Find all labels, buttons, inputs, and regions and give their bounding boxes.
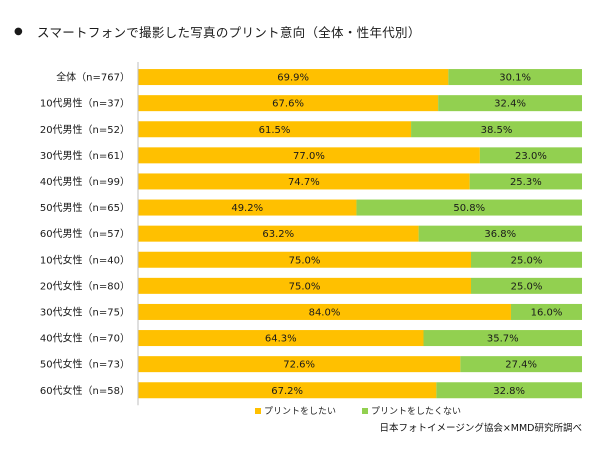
category-label: 40代女性（n=70） bbox=[40, 332, 130, 345]
bar-want bbox=[138, 173, 470, 190]
data-label-want: 72.6% bbox=[283, 360, 315, 371]
data-label-want: 75.0% bbox=[289, 255, 321, 266]
bar-not-want bbox=[423, 330, 582, 347]
data-label-not-want: 50.8% bbox=[453, 203, 485, 214]
bar-want bbox=[138, 356, 461, 373]
bar-not-want bbox=[436, 382, 582, 399]
data-label-want: 67.2% bbox=[271, 386, 303, 397]
bar-not-want bbox=[469, 173, 582, 190]
data-label-not-want: 32.8% bbox=[493, 386, 525, 397]
category-label: 50代女性（n=73） bbox=[40, 358, 130, 371]
chart-title-row: ● スマートフォンで撮影した写真のプリント意向（全体・性年代別） bbox=[14, 22, 421, 41]
bar-want bbox=[138, 382, 437, 399]
category-label: 20代男性（n=52） bbox=[40, 123, 130, 136]
category-label: 10代男性（n=37） bbox=[40, 97, 130, 110]
legend-label-want: プリントをしたい bbox=[264, 407, 337, 417]
category-label: 30代女性（n=75） bbox=[40, 305, 130, 318]
bar-not-want bbox=[510, 303, 582, 320]
legend-swatch-not-want bbox=[362, 407, 369, 414]
category-label: 全体（n=767） bbox=[56, 71, 130, 84]
data-label-not-want: 30.1% bbox=[499, 73, 531, 84]
bar-want bbox=[138, 147, 480, 164]
source-note: 日本フォトイメージング協会×MMD研究所調べ bbox=[379, 423, 582, 434]
bar-not-want bbox=[471, 277, 582, 294]
data-label-want: 77.0% bbox=[293, 151, 325, 162]
bar-want bbox=[138, 95, 439, 112]
bar-want bbox=[138, 251, 471, 268]
data-label-want: 75.0% bbox=[289, 281, 321, 292]
data-label-want: 61.5% bbox=[259, 125, 291, 136]
category-label: 10代女性（n=40） bbox=[40, 253, 130, 266]
bar-not-want bbox=[479, 147, 582, 164]
data-label-not-want: 38.5% bbox=[481, 125, 513, 136]
bar-want bbox=[138, 225, 419, 242]
data-label-not-want: 36.8% bbox=[484, 229, 516, 240]
bar-not-want bbox=[448, 69, 582, 86]
bullet-icon: ● bbox=[14, 26, 24, 37]
bar-not-want bbox=[411, 121, 582, 138]
legend-swatch-want bbox=[255, 407, 261, 414]
data-label-not-want: 25.0% bbox=[511, 281, 543, 292]
data-label-want: 74.7% bbox=[288, 177, 320, 188]
legend-item-want: プリントをしたい bbox=[255, 404, 336, 417]
data-label-not-want: 25.0% bbox=[511, 255, 543, 266]
data-label-not-want: 27.4% bbox=[505, 360, 537, 371]
bar-want bbox=[138, 121, 412, 138]
category-label: 50代男性（n=65） bbox=[40, 201, 130, 214]
category-label: 60代女性（n=58） bbox=[40, 384, 130, 397]
data-label-want: 49.2% bbox=[231, 203, 263, 214]
legend-item-not-want: プリントをしたくない bbox=[362, 404, 461, 417]
data-label-want: 63.2% bbox=[262, 229, 294, 240]
category-label: 60代男性（n=57） bbox=[40, 227, 130, 240]
data-label-not-want: 23.0% bbox=[515, 151, 547, 162]
bar-want bbox=[138, 199, 357, 216]
data-label-not-want: 25.3% bbox=[510, 177, 542, 188]
data-label-want: 69.9% bbox=[277, 73, 309, 84]
bar-not-want bbox=[356, 199, 582, 216]
bar-not-want bbox=[460, 356, 582, 373]
data-label-not-want: 32.4% bbox=[494, 99, 526, 110]
bar-want bbox=[138, 277, 471, 294]
bar-not-want bbox=[471, 251, 582, 268]
data-label-want: 67.6% bbox=[272, 99, 304, 110]
category-label: 20代女性（n=80） bbox=[40, 279, 130, 292]
chart-title: スマートフォンで撮影した写真のプリント意向（全体・性年代別） bbox=[37, 25, 421, 40]
data-label-want: 84.0% bbox=[309, 307, 341, 318]
bar-want bbox=[138, 330, 424, 347]
data-label-want: 64.3% bbox=[265, 334, 297, 345]
category-label: 40代男性（n=99） bbox=[40, 175, 130, 188]
bar-want bbox=[138, 303, 511, 320]
bar-not-want bbox=[418, 225, 582, 242]
data-label-not-want: 35.7% bbox=[487, 334, 519, 345]
bar-not-want bbox=[438, 95, 582, 112]
legend-label-not-want: プリントをしたくない bbox=[371, 407, 462, 417]
chart-legend: プリントをしたい プリントをしたくない bbox=[255, 404, 461, 417]
data-label-not-want: 16.0% bbox=[531, 307, 563, 318]
category-label: 30代男性（n=61） bbox=[40, 149, 130, 162]
bar-want bbox=[138, 69, 449, 86]
